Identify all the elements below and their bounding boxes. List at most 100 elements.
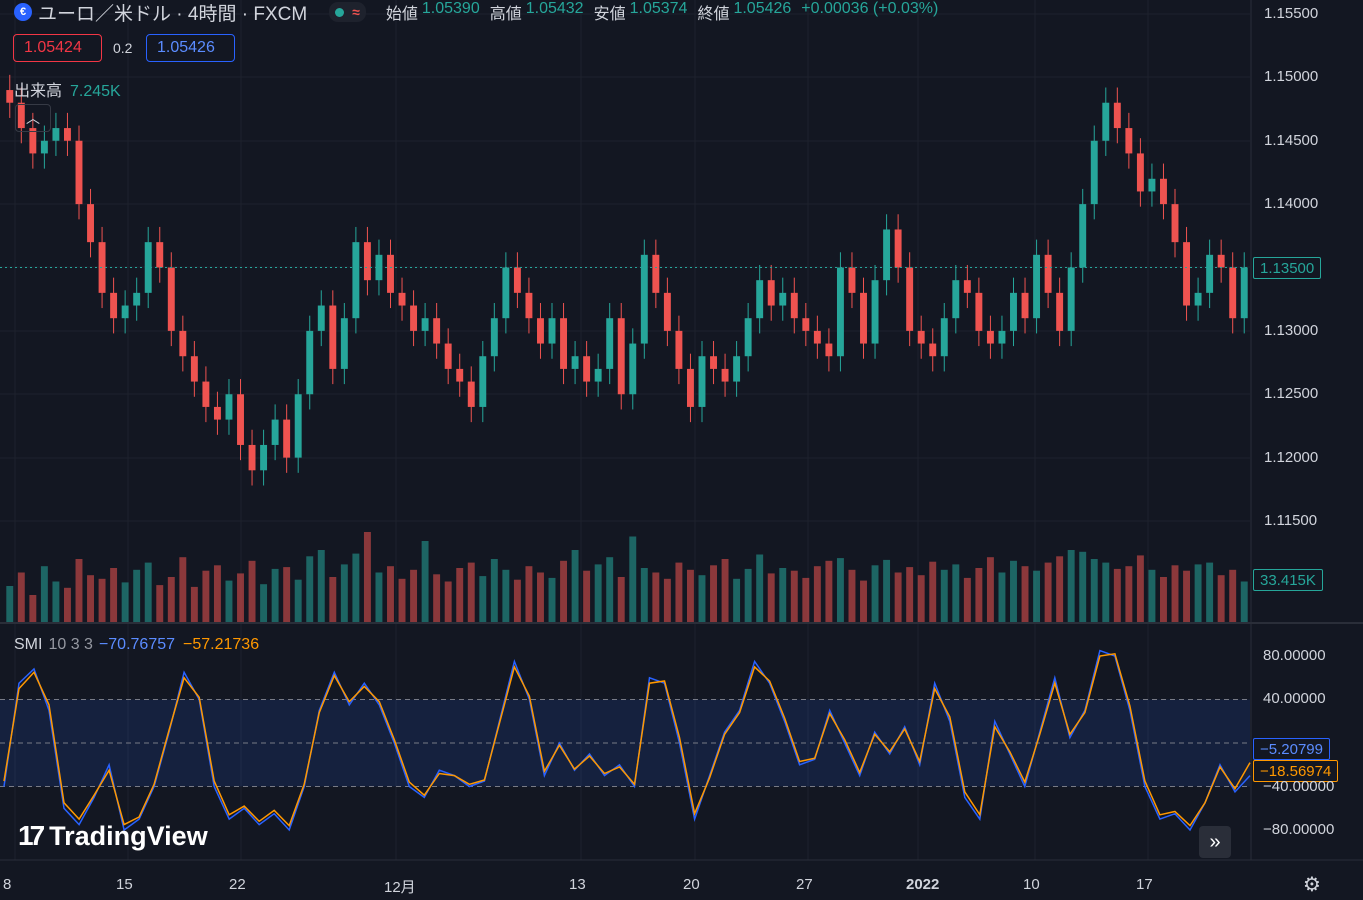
candle-body [848, 267, 856, 293]
volume-bar [294, 579, 302, 622]
candle-body [6, 90, 14, 103]
candle-body [1229, 267, 1237, 319]
candle-body [225, 394, 233, 420]
volume-bar [594, 564, 602, 622]
volume-bar [525, 566, 533, 622]
volume-bar [1113, 568, 1121, 622]
volume-bar [467, 562, 475, 622]
volume-bar [1033, 570, 1041, 622]
volume-bar [1090, 559, 1098, 622]
collapse-legend-button[interactable]: ︿ [15, 104, 51, 132]
candle-body [144, 242, 152, 293]
volume-bar [283, 567, 291, 622]
volume-bar [1160, 577, 1167, 622]
candle-body [283, 419, 291, 458]
candle-body [375, 254, 383, 281]
candle-body [917, 330, 925, 344]
volume-bar [29, 595, 37, 622]
candle-body [410, 305, 418, 331]
candle-body [698, 356, 706, 407]
volume-bar [375, 572, 383, 622]
volume-bar [121, 582, 129, 622]
candle-body [1056, 292, 1064, 331]
candle-body [63, 128, 71, 141]
volume-bar [363, 532, 371, 622]
low-value: 1.05374 [629, 0, 688, 17]
volume-bar [733, 578, 741, 622]
candle-body [1160, 178, 1167, 205]
candle-body [467, 381, 475, 407]
volume-bar [110, 568, 118, 622]
volume-bar [871, 565, 879, 622]
candle-body [1033, 254, 1041, 319]
candle-body [975, 292, 983, 331]
volume-bar [40, 566, 48, 622]
volume-bar [1010, 560, 1017, 622]
candle-body [1148, 178, 1156, 192]
volume-bar [917, 575, 925, 622]
candle-body [1240, 267, 1248, 319]
candle-body [87, 204, 94, 243]
candle-body [1010, 292, 1017, 331]
euro-flag-icon: € [14, 3, 32, 21]
volume-bar [1206, 562, 1214, 622]
volume-bar [6, 586, 14, 622]
candle-body [617, 318, 625, 395]
price-axis-label: 1.14500 [1264, 132, 1319, 149]
volume-bar [98, 578, 106, 622]
volume-bar [513, 579, 521, 622]
chart-settings-icon[interactable]: ⚙ [1303, 873, 1321, 896]
volume-bar [1240, 581, 1248, 622]
candle-body [363, 242, 371, 281]
candle-body [1079, 204, 1087, 268]
tradingview-logo[interactable]: 17 TradingView [18, 820, 208, 852]
volume-bar [537, 572, 544, 622]
volume-bar [237, 573, 244, 622]
volume-bar [387, 566, 394, 622]
volume-last-tag: 33.415K [1253, 569, 1323, 591]
candle-body [929, 343, 937, 357]
scroll-to-realtime-button[interactable]: » [1199, 826, 1231, 858]
candle-body [179, 330, 187, 357]
low-label: 安値 [593, 6, 626, 23]
volume-bar [156, 585, 164, 622]
market-status-pill[interactable]: ≈ [329, 2, 366, 22]
candle-body [675, 330, 683, 369]
buy-button[interactable]: 1.05426 [146, 34, 235, 62]
candle-body [710, 356, 717, 369]
smi-label[interactable]: SMI [14, 636, 43, 653]
candle-body [906, 267, 914, 331]
volume-bar [52, 581, 60, 622]
volume-bar [686, 569, 694, 622]
candle-body [686, 368, 694, 407]
high-value: 1.05432 [525, 0, 584, 17]
volume-label[interactable]: 出来高 [14, 83, 63, 100]
volume-bar [490, 559, 498, 622]
open-value: 1.05390 [421, 0, 480, 17]
high-label: 高値 [489, 6, 522, 23]
candle-body [640, 254, 648, 344]
volume-bar [663, 578, 671, 622]
volume-bar [17, 572, 25, 622]
volume-bar [986, 557, 994, 622]
volume-bar [479, 576, 487, 622]
candle-body [1183, 242, 1191, 306]
candle-body [825, 343, 833, 357]
candle-body [1113, 102, 1121, 129]
volume-bar [560, 560, 568, 622]
volume-bar [1171, 565, 1179, 622]
candle-body [502, 267, 510, 319]
volume-bar [398, 578, 406, 622]
symbol-title[interactable]: ユーロ／米ドル · 4時間 · FXCM [38, 3, 308, 25]
candle-body [537, 318, 544, 344]
candle-body [583, 356, 591, 382]
volume-value: 7.245K [70, 83, 121, 100]
volume-bar [179, 557, 187, 622]
sell-button[interactable]: 1.05424 [13, 34, 102, 62]
candle-body [306, 330, 314, 395]
smi-value-blue: −70.76757 [98, 636, 176, 653]
candle-body [1217, 254, 1225, 268]
candle-body [733, 356, 741, 382]
smi-value-orange: −57.21736 [183, 636, 260, 653]
